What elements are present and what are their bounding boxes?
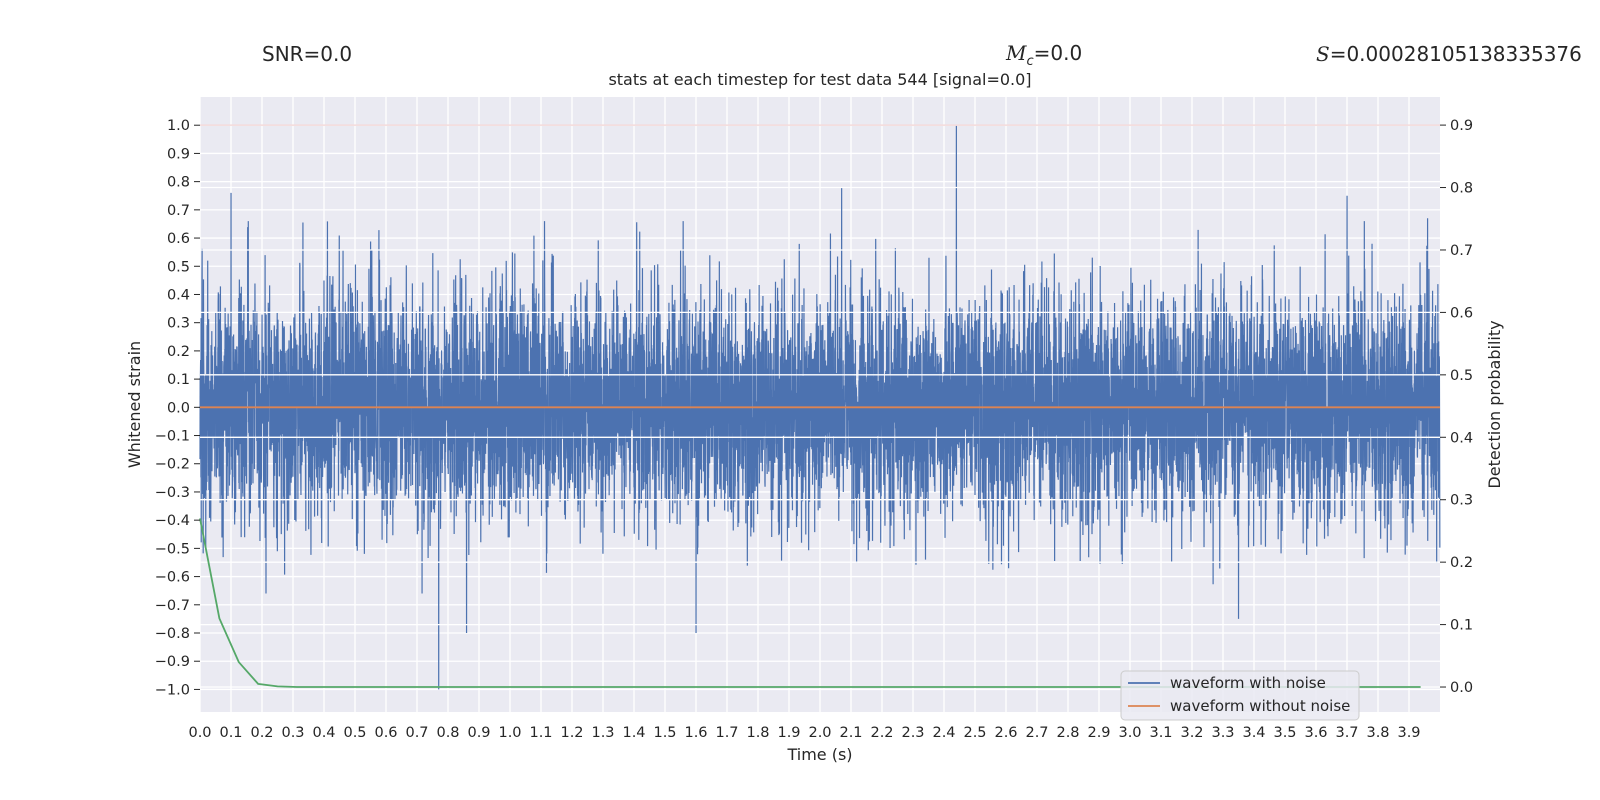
y-tick-label: 0.6 xyxy=(167,231,190,247)
x-tick-label: 1.8 xyxy=(746,725,769,741)
x-tick-label: 0.2 xyxy=(250,725,273,741)
y2-tick-label: 0.2 xyxy=(1450,555,1473,571)
y-tick-label: −0.9 xyxy=(155,654,190,670)
y-tick-label: 0.3 xyxy=(167,316,190,332)
y2-tick-label: 0.9 xyxy=(1450,118,1473,134)
y2-tick-label: 0.7 xyxy=(1450,243,1473,259)
x-tick-label: 3.5 xyxy=(1273,725,1296,741)
x-tick-label: 2.8 xyxy=(1056,725,1079,741)
y2-axis-ticks: 0.9 0.8 0.7 0.6 0.5 0.4 0.3 0.2 0.1 0.0 xyxy=(1440,118,1473,696)
x-tick-label: 3.0 xyxy=(1118,725,1141,741)
y-tick-label: −0.1 xyxy=(155,429,190,445)
series-waveform-with-noise xyxy=(199,125,1441,690)
x-tick-label: 2.4 xyxy=(932,725,955,741)
y-tick-label: 0.8 xyxy=(167,175,190,191)
snr-text: SNR=0.0 xyxy=(262,42,353,66)
y-tick-label: −0.3 xyxy=(155,485,190,501)
x-tick-label: 3.7 xyxy=(1335,725,1358,741)
x-tick-label: 2.0 xyxy=(808,725,831,741)
y2-tick-label: 0.4 xyxy=(1450,430,1473,446)
y-tick-label: −0.6 xyxy=(155,570,190,586)
x-tick-label: 1.7 xyxy=(715,725,738,741)
x-tick-label: 1.2 xyxy=(560,725,583,741)
x-tick-label: 3.8 xyxy=(1366,725,1389,741)
x-tick-label: 1.9 xyxy=(777,725,800,741)
legend: waveform with noise waveform without noi… xyxy=(1120,670,1360,721)
x-tick-label: 1.5 xyxy=(653,725,676,741)
series-lines xyxy=(199,124,1441,690)
y-tick-label: −1.0 xyxy=(155,682,190,698)
y2-axis-label: Detection probability xyxy=(1485,320,1504,488)
chirp-mass-label: Mc=0.0 xyxy=(1006,41,1082,69)
x-tick-label: 1.3 xyxy=(591,725,614,741)
x-tick-label: 2.9 xyxy=(1087,725,1110,741)
x-tick-label: 0.6 xyxy=(374,725,397,741)
x-tick-label: 2.3 xyxy=(901,725,924,741)
y2-tick-label: 0.5 xyxy=(1450,368,1473,384)
legend-box xyxy=(1120,670,1360,721)
x-tick-label: 1.6 xyxy=(684,725,707,741)
grid-right-axis xyxy=(200,124,1440,688)
x-tick-label: 3.9 xyxy=(1397,725,1420,741)
legend-label-clean: waveform without noise xyxy=(1170,697,1350,715)
s-stat-label: S=0.00028105138335376 xyxy=(1316,42,1582,66)
s-stat-symbol: S xyxy=(1316,42,1330,66)
x-tick-label: 3.6 xyxy=(1304,725,1327,741)
x-tick-label: 2.6 xyxy=(994,725,1017,741)
x-tick-label: 1.1 xyxy=(529,725,552,741)
y-tick-label: 0.7 xyxy=(167,203,190,219)
x-tick-label: 2.1 xyxy=(839,725,862,741)
y2-tick-label: 0.8 xyxy=(1450,181,1473,197)
x-tick-label: 3.1 xyxy=(1149,725,1172,741)
x-tick-label: 0.8 xyxy=(436,725,459,741)
chirp-mass-subscript: c xyxy=(1026,54,1034,69)
y-tick-label: −0.5 xyxy=(155,541,190,557)
x-tick-label: 2.7 xyxy=(1025,725,1048,741)
x-axis-label: Time (s) xyxy=(786,745,852,764)
y-tick-label: 0.0 xyxy=(167,400,190,416)
y-tick-label: −0.2 xyxy=(155,457,190,473)
x-tick-label: 0.5 xyxy=(343,725,366,741)
chart-title: stats at each timestep for test data 544… xyxy=(608,70,1032,89)
y-tick-label: −0.4 xyxy=(155,513,190,529)
chirp-mass-value: =0.0 xyxy=(1033,41,1083,65)
x-tick-label: 1.4 xyxy=(622,725,645,741)
y-tick-label: 0.2 xyxy=(167,344,190,360)
y-tick-label: 0.9 xyxy=(167,146,190,162)
snr-label: SNR=0.0 xyxy=(262,42,352,66)
y2-tick-label: 0.0 xyxy=(1450,680,1473,696)
x-tick-label: 0.7 xyxy=(405,725,428,741)
x-axis-ticks: 0.0 0.1 0.2 0.3 0.4 0.5 0.6 0.7 0.8 0.9 1.0 1.1 1.2 1… xyxy=(188,725,1420,741)
series-detection-probability xyxy=(199,518,1421,688)
s-stat-value: =0.00028105138335376 xyxy=(1329,42,1582,66)
legend-label-noisy: waveform with noise xyxy=(1170,674,1326,692)
chirp-mass-symbol: M xyxy=(1006,41,1027,65)
y2-tick-label: 0.3 xyxy=(1450,493,1473,509)
y-tick-label: −0.7 xyxy=(155,598,190,614)
y-tick-label: 0.5 xyxy=(167,259,190,275)
x-tick-label: 0.4 xyxy=(312,725,335,741)
y2-tick-label: 0.6 xyxy=(1450,305,1473,321)
x-tick-label: 1.0 xyxy=(498,725,521,741)
y-tick-label: 0.4 xyxy=(167,287,190,303)
y2-tick-label: 0.1 xyxy=(1450,618,1473,634)
y-tick-label: 1.0 xyxy=(167,118,190,134)
x-tick-label: 2.5 xyxy=(963,725,986,741)
y-tick-label: −0.8 xyxy=(155,626,190,642)
x-tick-label: 3.3 xyxy=(1211,725,1234,741)
x-tick-label: 2.2 xyxy=(870,725,893,741)
y-tick-label: 0.1 xyxy=(167,372,190,388)
y-axis-label: Whitened strain xyxy=(125,341,144,468)
x-tick-label: 0.0 xyxy=(188,725,211,741)
x-tick-label: 0.1 xyxy=(219,725,242,741)
x-tick-label: 0.3 xyxy=(281,725,304,741)
y-axis-ticks: 1.0 0.9 0.8 0.7 0.6 0.5 0.4 0.3 0.2 0.1 0.0 −0.1 −0.… xyxy=(155,118,200,698)
x-tick-label: 3.4 xyxy=(1242,725,1265,741)
x-tick-label: 0.9 xyxy=(467,725,490,741)
x-tick-label: 3.2 xyxy=(1180,725,1203,741)
